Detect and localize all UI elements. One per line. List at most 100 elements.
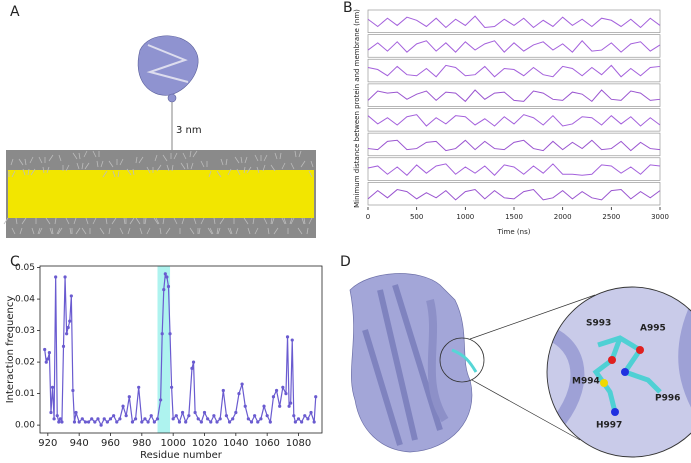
lipid-tail (31, 227, 35, 235)
panel-label: C (10, 254, 20, 270)
point (218, 417, 222, 421)
lipid-tail (267, 227, 270, 235)
point (170, 385, 174, 389)
lipid-tail (11, 227, 16, 235)
lipid-tail (181, 217, 185, 225)
lipid-tail (227, 168, 232, 176)
subplot-frame (367, 182, 661, 206)
x-tick-label: 1040 (223, 438, 248, 449)
trace (367, 64, 661, 78)
x-tick-label: 960 (101, 438, 120, 449)
point (65, 332, 69, 336)
point (202, 410, 207, 415)
lipid-tail (294, 150, 297, 158)
lipid-tail (193, 217, 197, 225)
point (306, 417, 310, 421)
trace (367, 114, 661, 127)
point (112, 414, 116, 418)
lipid-tail (92, 217, 97, 225)
point (137, 385, 141, 389)
lipid-tail (81, 162, 84, 170)
zoom-view (547, 287, 691, 457)
point (256, 420, 260, 424)
lipid-tail (216, 170, 222, 178)
residue-label: A995 (640, 324, 666, 334)
residue-label: M994 (572, 377, 600, 387)
point (243, 404, 247, 408)
lipid-tail (18, 158, 24, 166)
lipid-tail (30, 168, 36, 176)
subplot-frame (367, 34, 661, 58)
lipid-tail (308, 217, 313, 225)
lipid-tail (283, 217, 287, 225)
point (249, 420, 254, 424)
lipid-tail (24, 158, 27, 166)
point (259, 417, 263, 421)
point (83, 420, 88, 424)
lipid-tail (303, 217, 306, 225)
residue-label: H997 (596, 421, 622, 431)
lipid-tail (235, 227, 239, 235)
point (312, 420, 316, 424)
point (140, 420, 144, 424)
point (71, 388, 75, 393)
point (163, 272, 167, 276)
lipid-tail (42, 166, 45, 174)
lipid-tail (310, 160, 314, 168)
lipid-tail (105, 217, 108, 225)
point (102, 417, 106, 421)
lipid-tail (243, 166, 246, 174)
point (159, 398, 163, 402)
lipid-tail (243, 217, 249, 225)
point (184, 420, 188, 424)
lipid-tail (273, 227, 279, 235)
lipid-tail (146, 166, 151, 174)
lipid-tail (198, 227, 201, 235)
point (231, 417, 235, 421)
point (209, 420, 213, 424)
x-tick-label: 1080 (286, 438, 311, 449)
lipid-tail (135, 217, 141, 225)
lipid-tail (297, 227, 303, 235)
lipid-tail (156, 164, 162, 172)
point (50, 385, 55, 389)
y-tick-label: 0.01 (15, 389, 35, 399)
lipid-tail (129, 217, 135, 225)
point (215, 420, 219, 424)
x-tick-label: 1020 (192, 438, 217, 449)
point (212, 414, 216, 418)
point (43, 347, 47, 352)
lipid-tail (200, 217, 205, 225)
lipid-tail (173, 152, 178, 160)
lipid-tail (69, 227, 72, 235)
lipid-tail (263, 154, 268, 162)
point (290, 338, 294, 342)
point (314, 395, 318, 399)
membrane (3, 150, 316, 238)
protein-cartoon (349, 273, 473, 453)
lipid-tail (78, 152, 81, 160)
lipid-tail (207, 227, 213, 235)
y-axis-label: Interaction frequency (5, 296, 16, 404)
lipid-tail (220, 158, 224, 166)
lipid-tail (247, 227, 251, 235)
lipid-tail (29, 156, 34, 164)
lipid-tail (182, 152, 187, 160)
lipid-tail (213, 217, 216, 225)
lipid-tail (21, 217, 27, 225)
point (74, 410, 78, 415)
point (96, 417, 100, 421)
point (187, 414, 191, 418)
point (292, 414, 296, 418)
x-tick-label: 2500 (602, 213, 620, 221)
trace (367, 15, 661, 29)
point (63, 275, 67, 279)
lipid-tail (38, 156, 43, 164)
point (108, 417, 113, 421)
lipid-tail (300, 160, 306, 168)
lipid-tail (38, 227, 43, 235)
point (221, 388, 225, 393)
x-tick-label: 1500 (505, 213, 523, 221)
point (196, 417, 200, 421)
point (274, 388, 279, 393)
